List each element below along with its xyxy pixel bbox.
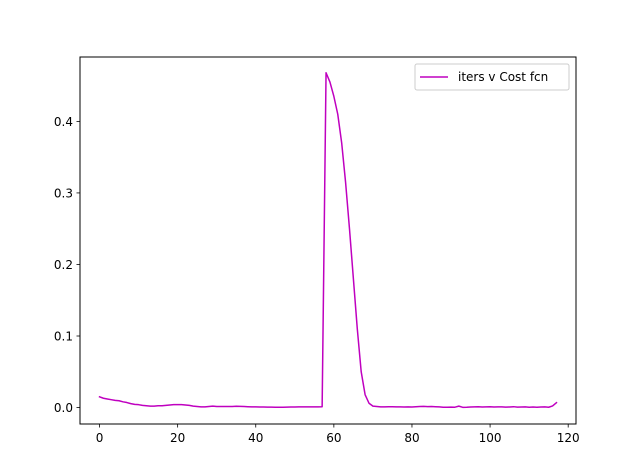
x-tick-label: 100 <box>479 431 502 445</box>
legend-box <box>414 63 570 91</box>
series-line-0 <box>98 71 558 409</box>
y-tick-label: 0.0 <box>54 401 73 415</box>
y-tick-label: 0.4 <box>54 115 73 129</box>
legend-label: iters v Cost fcn <box>458 70 548 84</box>
y-axis: 0.0 0.1 0.2 0.3 0.4 <box>54 115 80 415</box>
x-tick-label: 60 <box>326 431 341 445</box>
y-tick-label: 0.3 <box>54 186 73 200</box>
y-tick-label: 0.2 <box>54 258 73 272</box>
x-tick-label: 80 <box>404 431 419 445</box>
plot-area <box>98 71 558 409</box>
x-axis: 0 20 40 60 80 100 120 <box>96 424 580 445</box>
y-tick-label: 0.1 <box>54 330 73 344</box>
axes-frame <box>79 56 577 425</box>
x-tick-label: 0 <box>96 431 104 445</box>
x-tick-label: 120 <box>557 431 580 445</box>
legend: iters v Cost fcn <box>414 63 570 91</box>
x-tick-label: 20 <box>170 431 185 445</box>
x-tick-label: 40 <box>248 431 263 445</box>
